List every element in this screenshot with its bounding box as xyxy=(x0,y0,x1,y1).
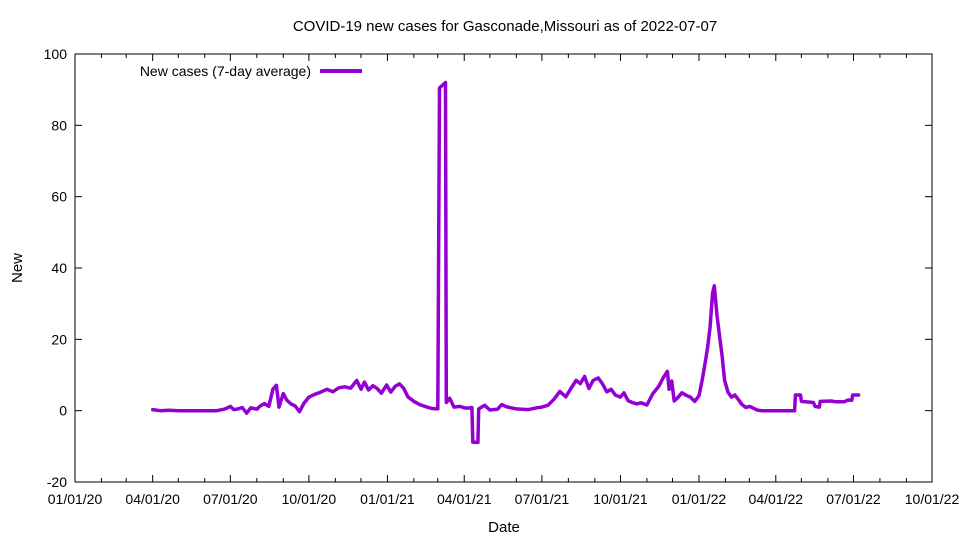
y-axis-ticks: -20 0 20 40 60 80 100 xyxy=(44,46,932,490)
x-tick-label: 01/01/20 xyxy=(48,491,103,507)
x-tick-label: 10/01/22 xyxy=(905,491,960,507)
plot-area xyxy=(150,80,861,445)
y-tick-label: 0 xyxy=(59,403,67,419)
y-tick-label: -20 xyxy=(47,474,67,490)
x-tick-label: 07/01/21 xyxy=(515,491,570,507)
y-tick-label: 60 xyxy=(51,189,67,205)
x-tick-label: 04/01/22 xyxy=(749,491,804,507)
chart-title: COVID-19 new cases for Gasconade,Missour… xyxy=(293,18,717,35)
x-tick-label: 07/01/20 xyxy=(203,491,258,507)
x-axis-ticks: 01/01/20 04/01/20 07/01/20 10/01/20 01/01/21… xyxy=(48,54,960,507)
y-tick-label: 100 xyxy=(44,46,68,62)
y-tick-label: 80 xyxy=(51,117,67,133)
y-tick-label: 40 xyxy=(51,260,67,276)
x-tick-label: 01/01/22 xyxy=(672,491,727,507)
x-tick-label: 01/01/21 xyxy=(360,491,415,507)
x-tick-label: 10/01/20 xyxy=(282,491,337,507)
x-tick-label: 10/01/21 xyxy=(593,491,648,507)
y-axis-label: New xyxy=(9,253,26,283)
legend-entry-label: New cases (7-day average) xyxy=(140,63,311,79)
legend: New cases (7-day average) xyxy=(140,63,362,79)
y-tick-label: 20 xyxy=(51,331,67,347)
x-tick-label: 04/01/21 xyxy=(437,491,492,507)
x-axis-label: Date xyxy=(488,519,520,536)
plot-frame xyxy=(74,53,933,483)
x-tick-label: 07/01/22 xyxy=(826,491,881,507)
x-tick-label: 04/01/20 xyxy=(125,491,180,507)
series-line xyxy=(150,80,861,445)
